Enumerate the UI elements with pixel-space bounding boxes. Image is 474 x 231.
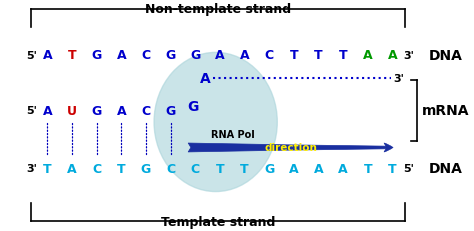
- Text: A: A: [215, 49, 225, 62]
- Text: G: G: [165, 104, 176, 117]
- Text: T: T: [216, 162, 224, 175]
- Text: G: G: [190, 49, 201, 62]
- Text: A: A: [117, 49, 126, 62]
- Text: 5': 5': [26, 50, 37, 61]
- Text: A: A: [67, 162, 77, 175]
- Text: T: T: [388, 162, 397, 175]
- Text: Non-template strand: Non-template strand: [145, 3, 291, 16]
- Ellipse shape: [154, 53, 277, 192]
- Text: Template strand: Template strand: [161, 215, 275, 228]
- Text: A: A: [289, 162, 299, 175]
- Text: mRNA: mRNA: [422, 104, 469, 118]
- Text: 5': 5': [403, 164, 414, 174]
- Text: G: G: [187, 99, 199, 113]
- Text: T: T: [364, 162, 372, 175]
- Text: C: C: [264, 49, 274, 62]
- Text: A: A: [388, 49, 397, 62]
- Text: A: A: [117, 104, 126, 117]
- Text: G: G: [91, 104, 102, 117]
- Text: A: A: [363, 49, 373, 62]
- Text: 3': 3': [403, 50, 414, 61]
- Text: T: T: [43, 162, 52, 175]
- Text: C: C: [141, 49, 151, 62]
- Text: G: G: [165, 49, 176, 62]
- Text: T: T: [117, 162, 126, 175]
- Text: T: T: [68, 49, 76, 62]
- Text: G: G: [264, 162, 274, 175]
- Text: T: T: [339, 49, 347, 62]
- Text: RNA Pol: RNA Pol: [211, 129, 255, 139]
- Text: A: A: [200, 72, 210, 85]
- Text: A: A: [338, 162, 348, 175]
- Text: U: U: [67, 104, 77, 117]
- Text: DNA: DNA: [429, 49, 463, 62]
- Text: A: A: [240, 49, 249, 62]
- Text: A: A: [314, 162, 323, 175]
- Text: 5': 5': [26, 106, 37, 116]
- Text: G: G: [141, 162, 151, 175]
- Text: A: A: [43, 104, 52, 117]
- Text: direction: direction: [264, 143, 317, 153]
- Text: G: G: [91, 49, 102, 62]
- Text: T: T: [290, 49, 298, 62]
- Text: T: T: [314, 49, 323, 62]
- Text: C: C: [166, 162, 175, 175]
- Text: T: T: [240, 162, 249, 175]
- Text: 3': 3': [26, 164, 37, 174]
- Text: 3': 3': [393, 73, 404, 84]
- Text: A: A: [43, 49, 52, 62]
- Text: DNA: DNA: [429, 162, 463, 176]
- Text: C: C: [141, 104, 151, 117]
- Text: C: C: [92, 162, 101, 175]
- Text: C: C: [191, 162, 200, 175]
